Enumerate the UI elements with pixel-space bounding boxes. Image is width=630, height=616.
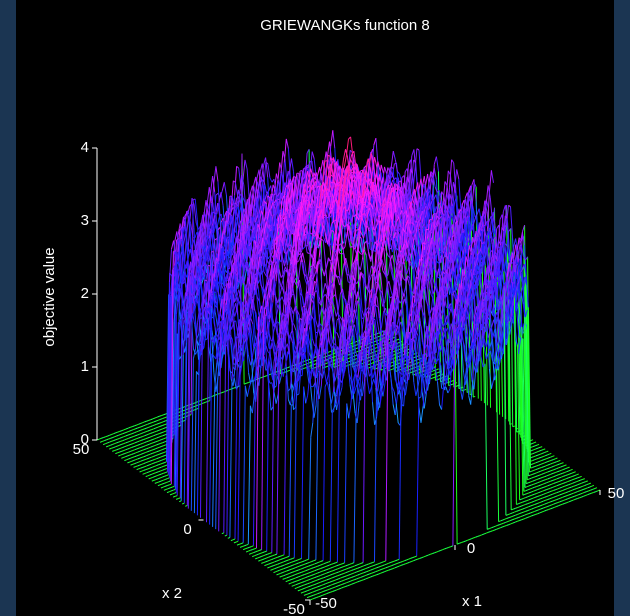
surface-line <box>123 433 125 434</box>
surface-line <box>144 449 146 450</box>
surface-line <box>289 245 291 246</box>
surface-line <box>432 377 434 378</box>
surface-line <box>205 398 207 399</box>
z-axis-label: objective value <box>41 247 58 346</box>
chart: GRIEWANGKs function 8 objective value x … <box>0 0 630 616</box>
surface-line <box>140 457 142 458</box>
surface-line <box>142 429 144 430</box>
surface-line <box>118 431 120 432</box>
surface-line <box>438 379 440 380</box>
surface-line <box>148 440 150 441</box>
surface-line <box>247 255 249 256</box>
surface-line <box>147 420 149 421</box>
surface-line <box>125 453 127 454</box>
surface-line <box>124 443 126 444</box>
surface-line <box>103 437 105 438</box>
surface-line <box>158 433 160 434</box>
surface-line <box>166 475 168 476</box>
surface-line <box>375 351 377 352</box>
surface-line <box>154 452 156 453</box>
surface-line <box>114 450 116 451</box>
surface-line <box>149 450 151 451</box>
surface-line <box>119 441 121 442</box>
surface-line <box>161 473 163 474</box>
surface-line <box>161 415 163 416</box>
surface-line <box>128 434 130 435</box>
surface-line <box>277 199 279 200</box>
surface-line <box>148 430 150 431</box>
surface-line <box>310 234 312 235</box>
surface-line <box>109 448 111 449</box>
surface-line <box>139 447 141 448</box>
surface-line <box>178 498 180 499</box>
surface-line <box>138 437 140 438</box>
x-axis-label: x 1 <box>462 593 482 610</box>
surface-line <box>131 464 133 465</box>
surface-line <box>108 438 110 439</box>
surface-line <box>300 171 302 172</box>
surface-line <box>273 215 275 216</box>
surface-line <box>162 483 164 484</box>
surface-line <box>137 427 139 428</box>
surface-line <box>156 472 158 473</box>
surface-line <box>152 480 154 481</box>
surface-line <box>129 444 131 445</box>
y-axis-label: x 2 <box>162 585 182 602</box>
surface-line <box>160 463 162 464</box>
surface-line <box>310 161 312 162</box>
surface-line <box>164 445 166 446</box>
surface-line <box>133 436 135 437</box>
surface-line <box>135 456 137 457</box>
page: GRIEWANGKs function 8 objective value x … <box>0 0 630 616</box>
surface-line <box>130 454 132 455</box>
surface-line <box>303 168 305 169</box>
surface-line <box>132 426 134 427</box>
surface-line <box>392 365 394 366</box>
surface-line <box>119 451 121 452</box>
surface-line <box>173 496 175 497</box>
surface-line <box>172 486 174 487</box>
surface-line <box>153 432 155 433</box>
surface-line <box>162 425 164 426</box>
surface-line <box>157 482 159 483</box>
surface-line <box>325 161 327 162</box>
chart-title: GRIEWANGKs function 8 <box>260 17 430 34</box>
surface-line <box>136 466 138 467</box>
surface-line <box>150 460 152 461</box>
surface-line <box>113 440 115 441</box>
surface-line <box>160 453 162 454</box>
surface-line <box>151 470 153 471</box>
surface-line <box>159 443 161 444</box>
surface-line <box>143 439 145 440</box>
surface-line <box>167 485 169 486</box>
surface-line <box>146 469 148 470</box>
surface-line <box>145 459 147 460</box>
surface-line <box>437 369 439 370</box>
surface-line <box>163 435 165 436</box>
surface-line <box>134 446 136 447</box>
surface-line <box>157 423 159 424</box>
surface-line <box>154 442 156 443</box>
surface-line <box>155 462 157 463</box>
surface-line <box>152 422 154 423</box>
surface-line <box>141 467 143 468</box>
